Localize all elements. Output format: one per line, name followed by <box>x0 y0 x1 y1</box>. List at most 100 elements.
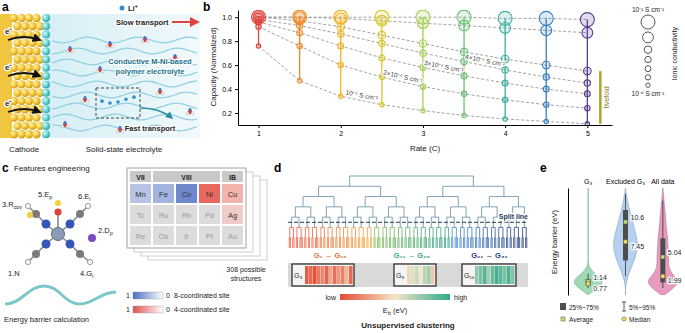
dendrogram-link <box>350 186 381 196</box>
dendrogram-link <box>523 227 525 237</box>
dendrogram-link <box>324 238 326 248</box>
electron-arrow <box>8 37 40 40</box>
data-point <box>502 97 507 102</box>
dendrogram-link <box>471 238 472 248</box>
tick-label: All data <box>651 178 674 185</box>
dendrogram-link <box>490 238 492 248</box>
element-symbol: Cu <box>228 190 238 199</box>
dendrogram-link <box>297 227 299 237</box>
cathode-particle <box>17 64 25 72</box>
dendrogram-link <box>413 238 415 248</box>
lithium-ion <box>124 97 128 101</box>
feature-dot <box>88 234 96 242</box>
element-symbol: Os <box>159 232 169 241</box>
dendrogram-link <box>296 238 298 248</box>
feature-label: 6.Ei <box>78 192 90 202</box>
label: 308 possible <box>226 266 265 274</box>
strip-cell <box>313 266 317 284</box>
lithium-ion <box>120 6 125 11</box>
dendrogram-link <box>441 238 442 248</box>
tick-label: 0.4 <box>222 86 232 93</box>
interface-particle <box>42 31 50 39</box>
axis: 12345 <box>239 125 613 137</box>
tick: All data <box>651 178 674 188</box>
polymer-chain <box>52 37 197 43</box>
data-point <box>376 15 387 26</box>
element-symbol: Pt <box>206 232 214 241</box>
dendrogram-link <box>454 227 456 237</box>
dendrogram-link <box>342 238 344 248</box>
molecule-atom <box>116 130 119 133</box>
label: 0 <box>166 306 170 313</box>
dendrogram-link <box>332 238 333 248</box>
molecule-atom <box>86 100 89 103</box>
dendrogram-link <box>414 227 416 237</box>
dendrogram-link <box>319 186 350 196</box>
tick-mark <box>587 125 588 128</box>
cathode-particle <box>21 89 29 97</box>
dendrogram-link <box>510 238 512 248</box>
label: Li⁺ <box>128 4 138 13</box>
strip-cell <box>503 266 507 284</box>
label-subscript: p <box>49 194 52 200</box>
dendrogram-link <box>398 238 400 248</box>
dendrogram-link <box>475 238 477 248</box>
dendrogram-link <box>501 227 503 237</box>
dendrogram-link <box>487 238 488 248</box>
dendrogram-link <box>447 227 449 237</box>
data-label: 5.04 <box>668 249 682 256</box>
dendrogram-link <box>365 197 381 207</box>
dendrogram-link <box>462 227 464 237</box>
dendrogram-link <box>503 238 504 248</box>
element-symbol: Ir <box>184 232 189 241</box>
dendrogram-link <box>513 238 515 248</box>
interface-particle <box>42 14 50 22</box>
box-label: G₃ <box>294 272 302 279</box>
series-label: 3×10⁻⁴ S cm⁻¹ <box>424 59 466 74</box>
cathode-particle <box>25 80 33 88</box>
tick: 0.4 <box>222 86 238 93</box>
dendrogram-link <box>359 238 361 248</box>
strip-cell <box>495 266 499 284</box>
cathode-particle <box>13 39 21 47</box>
feature-dot <box>55 200 61 206</box>
atom-n <box>66 220 75 229</box>
legend-symbol <box>645 66 651 72</box>
tick-label: 3 <box>421 130 425 137</box>
plot-area <box>252 10 595 125</box>
dendrogram-link <box>517 238 518 248</box>
data-point <box>542 61 550 69</box>
dendrogram-link <box>365 207 373 217</box>
strip-cell <box>329 266 333 284</box>
dendrogram-link <box>401 238 403 248</box>
dendrogram-link <box>350 176 412 186</box>
data-point <box>296 22 302 28</box>
cathode-particle <box>28 39 36 47</box>
tick: 1.0 <box>222 14 238 21</box>
molecule <box>25 200 96 265</box>
label: Unsupervised clustering <box>361 321 454 330</box>
label-part: 4.G <box>80 269 92 278</box>
dendrogram-link <box>436 238 438 248</box>
dendrogram-link <box>308 238 310 248</box>
atom-n <box>42 240 51 249</box>
panel-letter: d <box>274 161 281 175</box>
dendrogram-link <box>320 238 322 248</box>
dendrogram-link <box>367 238 369 248</box>
dendrogram-link <box>420 238 422 248</box>
dendrogram-link <box>396 207 404 217</box>
tick: 3 <box>421 125 425 137</box>
interface-particle <box>42 89 50 97</box>
label: polymer electrolyte <box>116 67 185 76</box>
cathode-particle <box>32 97 40 105</box>
cathode-particle <box>21 122 29 130</box>
legend-symbol <box>561 317 565 321</box>
dendrogram-link <box>408 227 410 237</box>
axis-line <box>239 125 613 126</box>
dendrogram-link <box>476 238 478 248</box>
dendrogram-link <box>510 238 512 248</box>
lithium-ion <box>108 101 112 105</box>
strip-cell <box>419 266 423 284</box>
dendrogram-link <box>316 238 317 248</box>
dendrogram-link <box>392 227 394 237</box>
